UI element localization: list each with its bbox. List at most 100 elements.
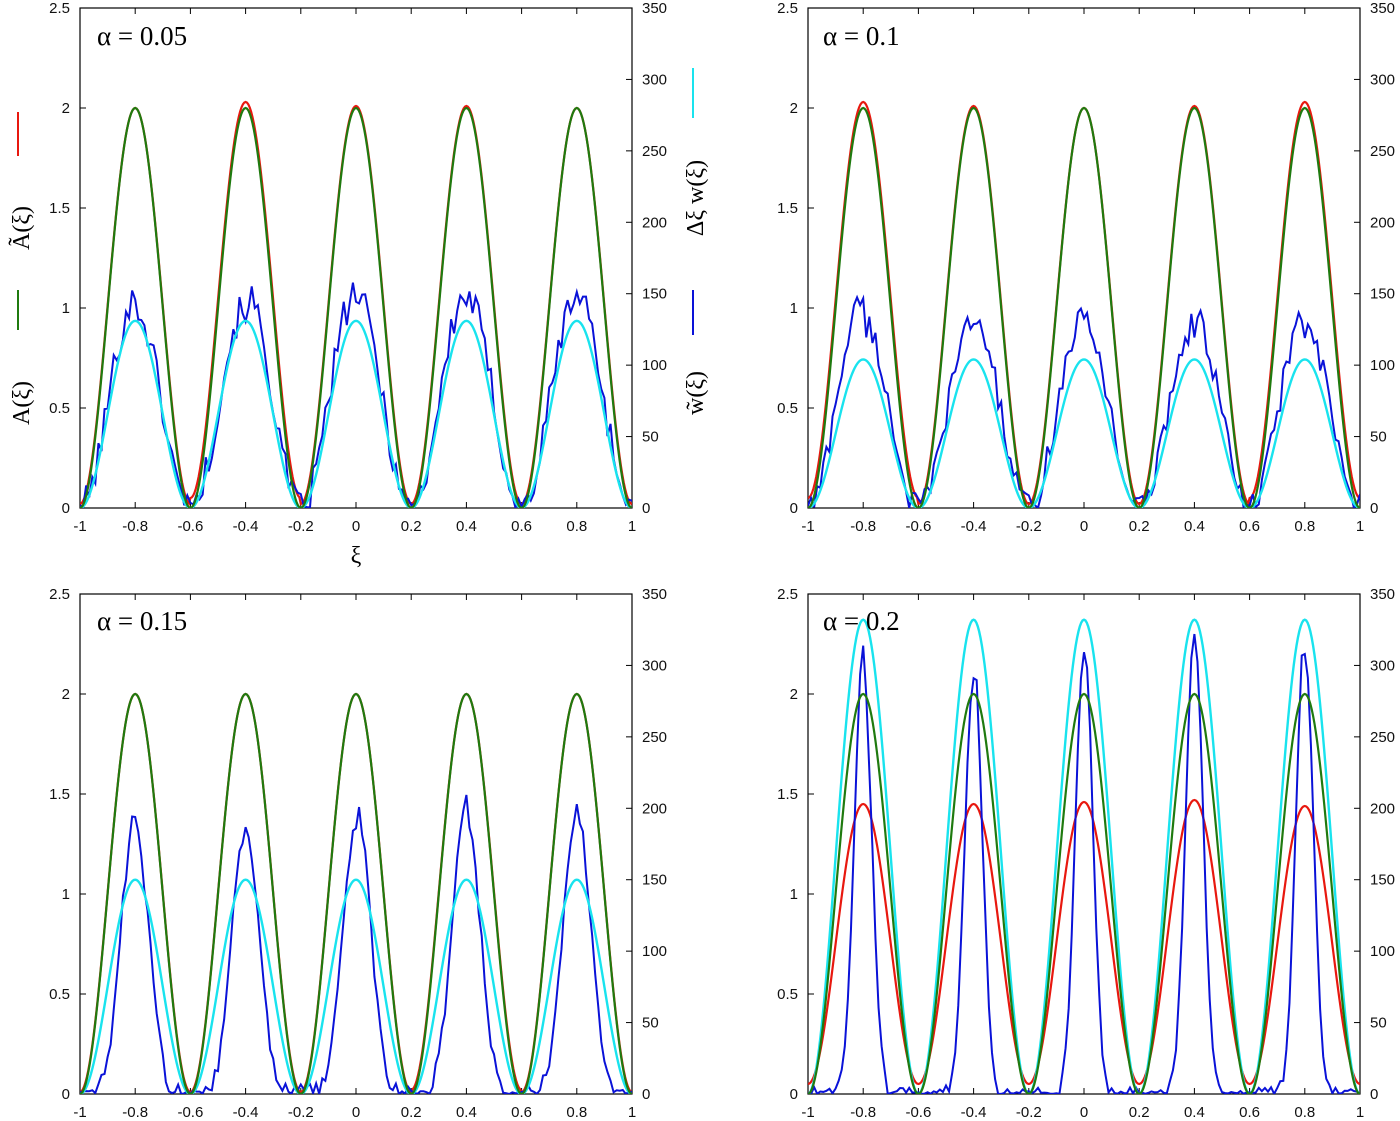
x-tick-label: -0.8 [850, 1104, 876, 1121]
y-right-tick-label: 50 [1370, 429, 1387, 446]
legend-label-w: w̃(ξ) [683, 371, 709, 415]
x-tick-label: -1 [73, 518, 86, 535]
legend-right: w̃(ξ) Δξ w(ξ) [683, 68, 709, 415]
series-A [80, 106, 632, 508]
y-left-tick-label: 1 [790, 886, 798, 903]
panel-label: α = 0.1 [823, 21, 900, 51]
series-group [80, 100, 632, 508]
x-tick-label: -0.2 [288, 518, 314, 535]
x-tick-label: -0.4 [233, 1104, 259, 1121]
x-tick-label: 0.4 [456, 518, 477, 535]
y-left-tick-label: 0 [790, 1086, 798, 1103]
series-dxi-w [80, 878, 632, 1094]
y-right-tick-label: 350 [642, 0, 667, 17]
series-dxi-w [808, 358, 1360, 508]
x-tick-label: 0.2 [1129, 518, 1150, 535]
y-left-tick-label: 2 [790, 686, 798, 703]
y-left-tick-label: 0.5 [777, 986, 798, 1003]
x-tick-label: 0.4 [1184, 1104, 1205, 1121]
y-right-tick-label: 200 [642, 214, 667, 231]
y-right-tick-label: 350 [642, 586, 667, 603]
y-left-tick-label: 0 [790, 500, 798, 517]
x-tick-label: 0.6 [511, 518, 532, 535]
panel-alpha-0.15: -1 -0.8 -0.6 -0.4 -0.2 0 0.2 0.4 0.6 0.8 100.511.5… [49, 586, 667, 1121]
x-tick-label: 0.2 [1129, 1104, 1150, 1121]
y-right-tick-label: 100 [642, 943, 667, 960]
y-right-tick-label: 0 [642, 500, 650, 517]
y-right-tick-label: 150 [642, 872, 667, 889]
y-left-tick-label: 1 [62, 886, 70, 903]
x-tick-label: -0.6 [177, 518, 203, 535]
y-left-tick-label: 2.5 [49, 0, 70, 17]
y-right-tick-label: 200 [642, 800, 667, 817]
x-tick-label: 0.8 [1294, 1104, 1315, 1121]
y-right-tick-label: 300 [1370, 657, 1395, 674]
y-right-tick-label: 0 [642, 1086, 650, 1103]
y-left-tick-label: 0 [62, 1086, 70, 1103]
y-right-tick-label: 200 [1370, 214, 1395, 231]
legend-left: A(ξ) Ã(ξ) [9, 112, 35, 425]
x-tick-label: -0.2 [1016, 1104, 1042, 1121]
x-tick-label: -1 [801, 518, 814, 535]
y-right-tick-label: 100 [1370, 943, 1395, 960]
plot-frame [79, 593, 633, 1095]
y-left-tick-label: 0.5 [49, 986, 70, 1003]
y-right-tick-label: 50 [642, 1015, 659, 1032]
x-axis-title: ξ [351, 543, 362, 569]
x-tick-label: -0.2 [1016, 518, 1042, 535]
y-right-tick-label: 150 [642, 286, 667, 303]
x-tick-label: 0.8 [1294, 518, 1315, 535]
x-tick-label: 0 [352, 1104, 360, 1121]
x-tick-label: 0 [1080, 518, 1088, 535]
y-right-tick-label: 100 [642, 357, 667, 374]
x-tick-label: 0.4 [456, 1104, 477, 1121]
y-right-tick-label: 150 [1370, 872, 1395, 889]
x-tick-label: 0 [352, 518, 360, 535]
series-dxi-w [808, 618, 1360, 1094]
x-tick-label: 0.8 [566, 518, 587, 535]
panel-label: α = 0.2 [823, 606, 900, 636]
y-left-tick-label: 2.5 [777, 0, 798, 17]
y-right-tick-label: 50 [642, 429, 659, 446]
panel-alpha-0.1: -1 -0.8 -0.6 -0.4 -0.2 0 0.2 0.4 0.6 0.8 100.511.5… [777, 0, 1395, 535]
series-group [808, 100, 1360, 508]
x-tick-label: 0.2 [401, 518, 422, 535]
legend-label-A: A(ξ) [9, 381, 35, 425]
y-left-tick-label: 2.5 [777, 586, 798, 603]
panel-label: α = 0.05 [97, 21, 187, 51]
y-left-tick-label: 1.5 [777, 786, 798, 803]
x-tick-label: -0.2 [288, 1104, 314, 1121]
y-right-tick-label: 250 [1370, 143, 1395, 160]
x-tick-label: -0.6 [177, 1104, 203, 1121]
series-A [808, 106, 1360, 508]
x-tick-label: 1 [628, 1104, 636, 1121]
series-A-tilde [808, 798, 1360, 1086]
y-left-tick-label: 0.5 [49, 400, 70, 417]
panel-label: α = 0.15 [97, 606, 187, 636]
y-right-tick-label: 50 [1370, 1015, 1387, 1032]
y-left-tick-label: 2 [62, 686, 70, 703]
plot-frame [79, 7, 633, 509]
series-dxi-w [80, 319, 632, 508]
panel-alpha-0.05: -1 -0.8 -0.6 -0.4 -0.2 0 0.2 0.4 0.6 0.8 100.511.5… [49, 0, 667, 535]
x-tick-label: -0.8 [122, 518, 148, 535]
y-left-tick-label: 1.5 [49, 200, 70, 217]
y-right-tick-label: 300 [1370, 71, 1395, 88]
x-tick-label: 0.6 [511, 1104, 532, 1121]
series-w-tilde [808, 633, 1360, 1094]
x-tick-label: 0.2 [401, 1104, 422, 1121]
x-tick-label: -0.6 [905, 518, 931, 535]
series-group [80, 692, 632, 1094]
x-tick-label: -1 [801, 1104, 814, 1121]
series-A [80, 692, 632, 1094]
y-left-tick-label: 1.5 [49, 786, 70, 803]
legend-label-A-tilde: Ã(ξ) [9, 206, 35, 250]
y-left-tick-label: 2 [62, 100, 70, 117]
series-group [808, 618, 1360, 1094]
x-tick-label: -0.8 [850, 518, 876, 535]
x-tick-label: -1 [73, 1104, 86, 1121]
y-right-tick-label: 0 [1370, 500, 1378, 517]
x-tick-label: -0.4 [961, 1104, 987, 1121]
y-right-tick-label: 100 [1370, 357, 1395, 374]
